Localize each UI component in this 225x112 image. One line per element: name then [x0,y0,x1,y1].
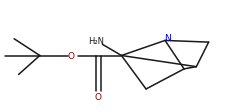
Text: O: O [68,52,75,60]
Text: O: O [95,93,102,101]
Text: N: N [164,33,171,42]
Text: H₂N: H₂N [88,37,104,45]
